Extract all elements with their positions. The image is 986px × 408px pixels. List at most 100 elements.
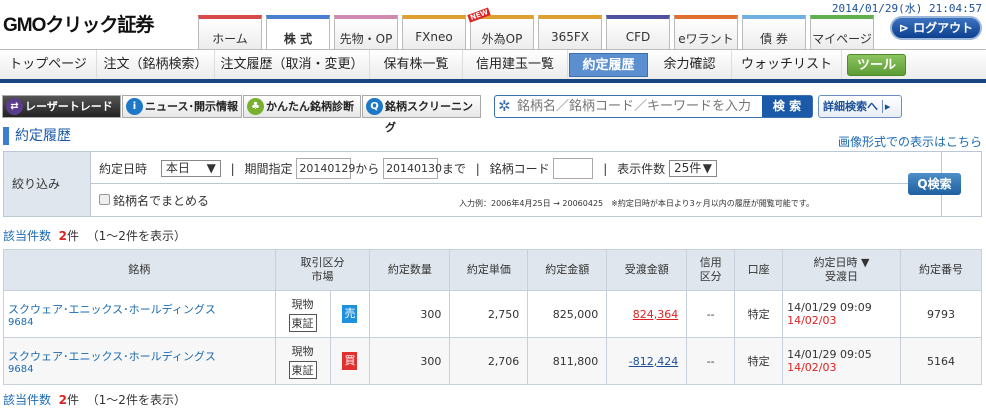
account: 特定 — [734, 337, 784, 385]
code-input[interactable] — [553, 158, 594, 179]
tab-2[interactable]: 先物・OP — [334, 15, 398, 49]
date-select[interactable]: 本日 ▼ — [160, 160, 221, 177]
stock-name-link[interactable]: スクウェア･エニックス･ホールディングス — [8, 302, 216, 316]
search-icon: Q — [366, 98, 383, 115]
screening-button[interactable]: Q 銘柄スクリーニング — [362, 95, 481, 134]
subnav-buying-power[interactable]: 余力確認 — [648, 50, 732, 79]
group-by-name-checkbox[interactable] — [99, 194, 110, 205]
from-word: から — [355, 162, 380, 176]
qty: 300 — [369, 337, 451, 385]
stock-diagnosis-button[interactable]: ♣ かんたん銘柄診断 — [243, 95, 361, 118]
subnav-tools[interactable]: ツール — [847, 54, 906, 76]
amount: 825,000 — [527, 290, 608, 338]
header-qty: 約定数量 — [369, 249, 451, 291]
header-exec-no: 約定番号 — [899, 249, 983, 291]
gmo-click-logo[interactable]: GMOクリック証券 — [3, 15, 154, 36]
subnav-watchlist[interactable]: ウォッチリスト — [732, 50, 842, 79]
subnav-holdings[interactable]: 保有株一覧 — [370, 50, 463, 79]
clock: 2014/01/29(水) 21:04:57 — [831, 2, 982, 15]
chevron-right-icon: ▸ — [881, 100, 891, 113]
logout-button[interactable]: ⊳ ログアウト — [890, 16, 982, 40]
header-amount: 約定金額 — [527, 249, 608, 291]
exec-no: 5164 — [899, 337, 983, 385]
exec-datetime: 14/01/29 09:09 — [787, 301, 872, 314]
detail-search-button[interactable]: 詳細検索へ ▸ — [818, 95, 902, 118]
settle-date: 14/02/03 — [787, 361, 837, 374]
tab-3[interactable]: FXneo — [402, 15, 466, 49]
trade-kind: 現物 — [291, 345, 314, 358]
settlement-amount-link[interactable]: -812,424 — [628, 354, 679, 368]
tab-4[interactable]: 外為OP NEW — [467, 7, 534, 49]
date-label: 約定日時 — [99, 162, 148, 176]
to-word: まで — [441, 162, 466, 176]
header-account: 口座 — [734, 249, 784, 291]
tab-0[interactable]: ホーム — [198, 15, 262, 49]
header-stock: 銘柄 — [3, 249, 276, 291]
from-date-input[interactable]: 20140129 — [296, 158, 355, 179]
group-by-name-label: 銘柄名でまとめる — [113, 194, 210, 208]
result-count: 該当件数 2件 （1～2件を表示） — [3, 229, 186, 243]
qty: 300 — [369, 290, 451, 338]
sprout-icon: ♣ — [247, 98, 264, 115]
stock-search-box: ✲ 検 索 — [494, 95, 813, 118]
stock-name-link[interactable]: スクウェア･エニックス･ホールディングス — [8, 349, 216, 363]
filter-label: 絞り込み — [4, 152, 91, 216]
market-badge: 東証 — [288, 314, 317, 332]
stock-search-input[interactable] — [517, 97, 763, 116]
tab-1[interactable]: 株 式 — [266, 15, 330, 50]
tab-5[interactable]: 365FX — [538, 15, 602, 49]
header-datetime-sort[interactable]: 約定日時 ▼ 受渡日 — [782, 249, 901, 291]
new-badge: NEW — [467, 7, 492, 23]
sub-navigation: トップページ 注文（銘柄検索） 注文履歴（取消・変更） 保有株一覧 信用建玉一覧… — [0, 49, 986, 83]
laser-trade-button[interactable]: ⇄ レーザートレード — [2, 95, 121, 118]
subnav-order-history[interactable]: 注文履歴（取消・変更） — [215, 50, 370, 79]
subnav-margin-positions[interactable]: 信用建玉一覧 — [463, 50, 568, 79]
tab-9[interactable]: マイページ — [810, 15, 874, 49]
period-label: 期間指定 — [244, 162, 293, 176]
count-select[interactable]: 25件 ▼ — [669, 160, 717, 177]
execution-table: 銘柄 取引区分 市場 約定数量 約定単価 約定金額 受渡金額 信用 区分 口座 約定… — [3, 249, 983, 385]
news-button[interactable]: i ニュース･開示情報 — [122, 95, 242, 118]
margin-type: -- — [686, 290, 736, 338]
tab-7[interactable]: eワラント — [674, 15, 738, 49]
tab-8[interactable]: 債 券 — [742, 15, 806, 49]
settlement-amount-link[interactable]: 824,364 — [632, 307, 679, 321]
swap-icon: ⇄ — [6, 98, 23, 115]
header-settlement: 受渡金額 — [606, 249, 688, 291]
filter-panel: 絞り込み 約定日時 本日 ▼ | 期間指定 20140129 から 2014013… — [3, 151, 982, 217]
settle-date: 14/02/03 — [787, 314, 837, 327]
side-badge: 買 — [342, 352, 358, 370]
result-count-bottom: 該当件数 2件 （1～2件を表示） — [3, 393, 186, 407]
market-badge: 東証 — [288, 361, 317, 379]
info-icon: i — [126, 98, 143, 115]
exec-no: 9793 — [899, 290, 983, 338]
image-format-link[interactable]: 画像形式での表示はこちら — [837, 135, 982, 149]
subnav-execution-history[interactable]: 約定履歴 — [569, 53, 648, 77]
table-row: スクウェア･エニックス･ホールディングス 9684 現物 東証 買 300 2,70… — [3, 337, 983, 385]
amount: 811,800 — [527, 337, 608, 385]
header-trade-type: 取引区分 市場 — [274, 249, 371, 291]
header-margin: 信用 区分 — [686, 249, 736, 291]
header-price: 約定単価 — [449, 249, 529, 291]
subnav-order[interactable]: 注文（銘柄検索） — [97, 50, 215, 79]
filter-search-button[interactable]: Q検索 — [908, 173, 961, 195]
trade-kind: 現物 — [291, 298, 314, 311]
tab-6[interactable]: CFD — [606, 15, 670, 49]
search-button[interactable]: 検 索 — [762, 96, 812, 117]
code-label: 銘柄コード — [489, 162, 550, 176]
gear-icon[interactable]: ✲ — [498, 97, 511, 115]
stock-code: 9684 — [8, 316, 34, 328]
account: 特定 — [734, 290, 784, 338]
to-date-input[interactable]: 20140130 — [383, 158, 442, 179]
margin-type: -- — [686, 337, 736, 385]
dropdown-arrow-icon: ▼ — [702, 161, 712, 175]
price: 2,750 — [449, 290, 529, 338]
count-label: 表示件数 — [617, 162, 666, 176]
dropdown-arrow-icon: ▼ — [206, 161, 216, 175]
side-badge: 売 — [342, 305, 358, 323]
stock-code: 9684 — [8, 363, 34, 375]
table-row: スクウェア･エニックス･ホールディングス 9684 現物東証 売 300 2,75… — [3, 290, 983, 338]
subnav-top-page[interactable]: トップページ — [0, 50, 97, 79]
input-hint: 入力例：2006年4月25日 → 20060425 ※約定日時が本日より3ヶ月以… — [459, 199, 814, 208]
exec-datetime: 14/01/29 09:05 — [787, 348, 872, 361]
